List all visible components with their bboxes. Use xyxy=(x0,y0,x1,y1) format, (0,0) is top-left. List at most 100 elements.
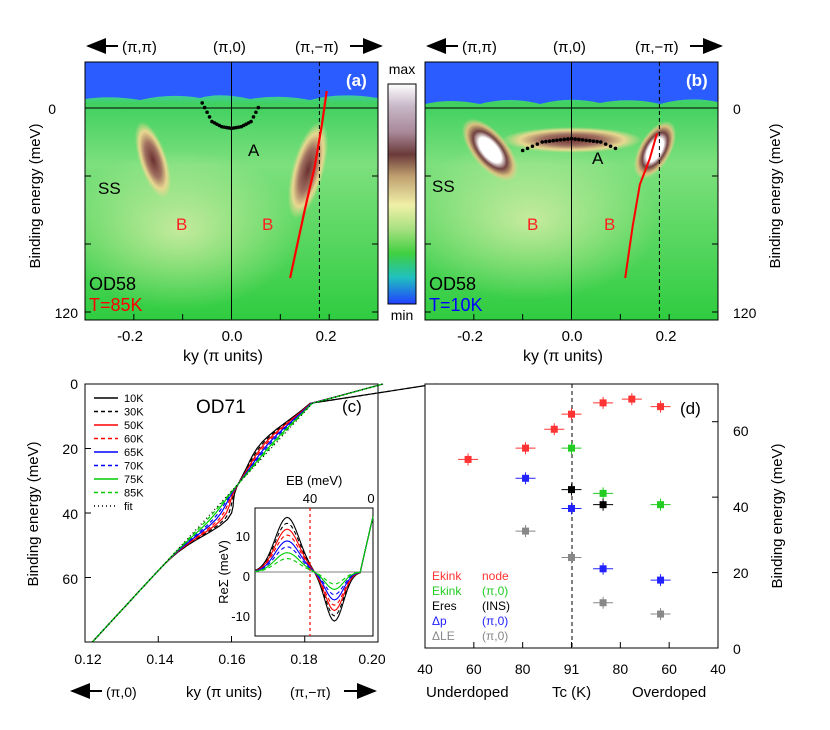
arrow-label-a-2: (π,0) xyxy=(213,39,246,56)
xtick-a-3: 0.2 xyxy=(316,328,337,345)
heatmap-b-glow xyxy=(425,140,660,300)
top-arrows-a: (π,π) (π,0) (π,−π) xyxy=(86,38,383,56)
band-a-point xyxy=(525,146,530,151)
point-Ekink (π,0) xyxy=(599,489,607,497)
colorbar: max min xyxy=(387,61,417,323)
band-a-point xyxy=(608,144,613,149)
xlabel-unit-b: (π units) xyxy=(543,348,603,365)
underdoped-label: Underdoped xyxy=(426,684,509,701)
bottom-arrow-c-1: (π,0) xyxy=(106,684,137,700)
point-Ekink node xyxy=(522,444,530,452)
point-Ekink node xyxy=(464,455,472,463)
xtick-d-0: 40 xyxy=(417,661,433,677)
band-a-point xyxy=(540,140,544,144)
legend-d-label-2: Eres xyxy=(432,599,457,613)
band-a-point xyxy=(249,119,253,124)
sample-a: OD58 xyxy=(89,274,136,294)
heatmap-b-guides xyxy=(425,62,718,320)
legend-label-50K: 50K xyxy=(124,420,144,432)
legend-label-75K: 75K xyxy=(124,474,144,486)
band-a-point xyxy=(530,144,535,149)
heatmap-a-glow xyxy=(85,150,300,310)
inset-ytick-10: 10 xyxy=(236,529,250,544)
xlabel-a: ky xyxy=(183,348,199,365)
arrow-label-b-3: (π,−π) xyxy=(635,39,679,56)
temperature-a: T=85K xyxy=(89,295,143,315)
ytick-c-0: 0 xyxy=(70,376,78,392)
xtick-c-1: 0.12 xyxy=(74,651,101,667)
point-Ekink (π,0) xyxy=(657,501,665,509)
point-Eres (INS) xyxy=(599,501,607,509)
legend-label-30K: 30K xyxy=(124,407,144,419)
heatmap-a-spot-left xyxy=(134,121,172,199)
band-a-point xyxy=(580,138,585,142)
curve-85K xyxy=(91,383,384,643)
band-a-dots-b xyxy=(520,136,618,153)
temperature-b: T=10K xyxy=(429,295,483,315)
xtick-a-1: -0.2 xyxy=(117,328,143,345)
kink-dispersion-a xyxy=(289,90,328,279)
inset-c: EB (meV) 40 0 ReΣ (meV) 10 0 -10 xyxy=(216,473,375,637)
band-a-point xyxy=(202,105,207,110)
xtick-c-3: 0.16 xyxy=(218,651,245,667)
xlabel-c: ky xyxy=(186,684,202,701)
kink-dispersion-b xyxy=(624,133,658,279)
band-a-point xyxy=(558,138,563,142)
band-a-point xyxy=(588,138,592,143)
heatmap-b-spot-left xyxy=(461,118,519,182)
panel-label-b: (b) xyxy=(686,71,708,90)
legend-d-label-0: Ekink xyxy=(432,569,462,583)
xtick-d-2: 80 xyxy=(515,661,531,677)
band-a-point xyxy=(254,110,258,115)
heatmap-a-guides xyxy=(85,62,378,320)
band-a-point xyxy=(205,110,209,115)
point-Ekink node xyxy=(657,403,665,411)
panel-d: (d) Ekink node Ekink (π,0) Eres (INS) Δp (π,0) Δ… xyxy=(424,383,719,649)
ytick-b-0: 0 xyxy=(733,101,741,117)
axes-d: 60 40 20 0 Binding energy (meV) 40 60 80 91… xyxy=(417,423,786,701)
xticks-d: 40 60 80 91 80 60 40 xyxy=(417,642,726,677)
plot-d-points xyxy=(458,393,718,649)
label-a-a: A xyxy=(248,141,260,160)
xtick-a-2: 0.0 xyxy=(222,328,243,345)
axes-a: 0 120 Binding energy (meV) -0.2 0.0 0.2 … xyxy=(27,101,336,365)
label-b2-a: B xyxy=(262,215,273,234)
point-Ekink node xyxy=(568,410,575,418)
panel-b: (b) SS A B B OD58 T=10K xyxy=(424,61,719,321)
xlabel-b: ky xyxy=(523,348,539,365)
top-arrows-b: (π,π) (π,0) (π,−π) xyxy=(426,38,723,56)
inset-curves xyxy=(254,516,374,622)
arrow-label-a-1: (π,π) xyxy=(122,39,157,56)
inset-ytick-0: 0 xyxy=(243,569,250,584)
axes-b: 0 120 Binding energy (meV) -0.2 0.0 0.2 … xyxy=(457,101,784,365)
band-a-point xyxy=(599,140,603,144)
xlabel-unit-a: (π units) xyxy=(203,348,263,365)
legend-d-label-4: ΔLE xyxy=(432,629,455,643)
band-a-point xyxy=(573,137,577,141)
point-Ekink node xyxy=(550,425,558,433)
ylabel-b: Binding energy (meV) xyxy=(767,123,784,268)
band-a-point xyxy=(577,137,581,142)
xtick-b-2: 0.0 xyxy=(562,328,583,345)
point-Ekink (π,0) xyxy=(568,444,575,452)
inset-xtick-0: 0 xyxy=(367,491,374,506)
label-a-b: A xyxy=(592,149,604,168)
band-a-point xyxy=(200,101,204,105)
band-a-point xyxy=(566,137,570,141)
legend-d-detail-3: (π,0) xyxy=(482,614,508,628)
plot-c-curves xyxy=(84,383,436,643)
band-a-point xyxy=(535,142,540,146)
bottom-arrow-c-2: (π,−π) xyxy=(290,684,331,700)
inset-ylabel: ReΣ (meV) xyxy=(216,540,231,604)
inset-xtick-40: 40 xyxy=(303,491,317,506)
legend-label-70K: 70K xyxy=(124,461,144,473)
ytick-a-120: 120 xyxy=(55,305,79,321)
legend-d-detail-4: (π,0) xyxy=(482,629,508,643)
arrow-label-a-3: (π,−π) xyxy=(295,39,339,56)
label-b1-b: B xyxy=(527,215,538,234)
point-ΔLE (π,0) xyxy=(522,527,530,535)
legend-label-fit: fit xyxy=(124,501,133,513)
band-a-point xyxy=(555,138,559,143)
ylabel-d: Binding energy (meV) xyxy=(769,443,786,588)
inset-xlabel: EB (meV) xyxy=(286,473,342,488)
